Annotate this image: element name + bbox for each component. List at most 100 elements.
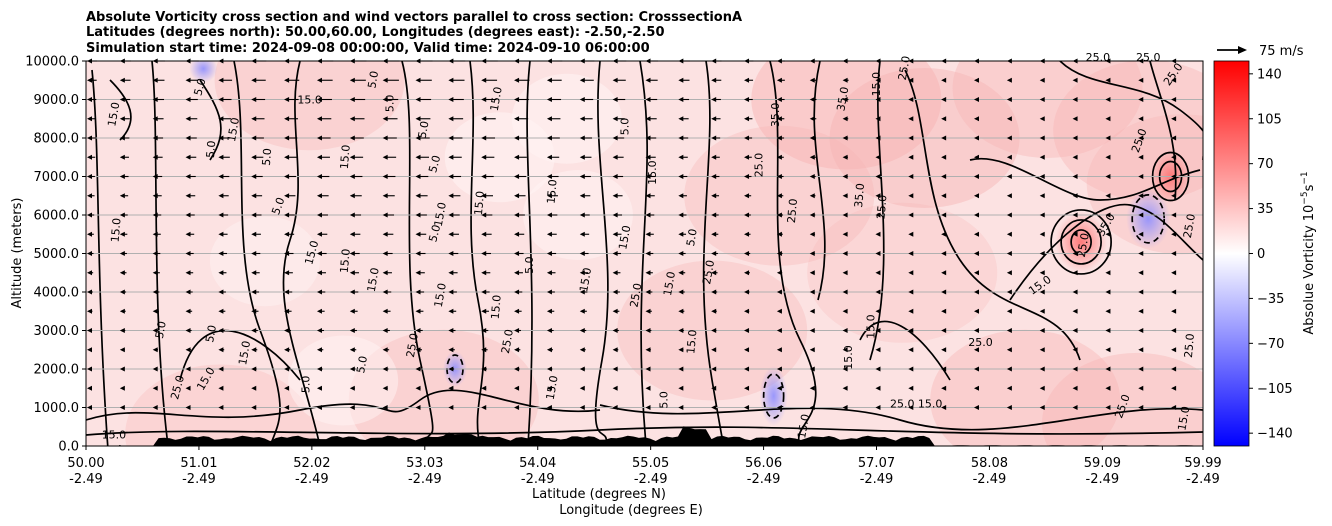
wind-vector-head bbox=[612, 289, 618, 295]
wind-vector-head bbox=[875, 385, 881, 391]
wind-vector bbox=[612, 289, 620, 295]
wind-vector bbox=[678, 193, 687, 199]
wind-vector-head bbox=[645, 231, 651, 237]
wind-vector-head bbox=[349, 77, 355, 83]
wind-vector bbox=[612, 193, 623, 199]
wind-vector bbox=[908, 174, 914, 179]
wind-vector bbox=[974, 97, 980, 102]
wind-vector bbox=[711, 251, 718, 256]
contour-label: 35.0 bbox=[834, 86, 851, 112]
wind-vector bbox=[546, 231, 557, 237]
wind-vector bbox=[1006, 231, 1012, 237]
wind-vector bbox=[579, 366, 586, 372]
wind-vector bbox=[185, 405, 191, 410]
wind-vector-head bbox=[908, 231, 914, 237]
wind-vector bbox=[316, 328, 324, 333]
wind-vector-head bbox=[1138, 251, 1144, 256]
wind-vector bbox=[941, 347, 947, 353]
wind-vector bbox=[546, 97, 562, 102]
wind-vector-head bbox=[251, 231, 257, 237]
contour-line-8 bbox=[639, 61, 648, 446]
wind-vector bbox=[1039, 116, 1045, 122]
contour-label: 15.0 bbox=[795, 413, 812, 439]
wind-vector bbox=[1039, 154, 1045, 160]
wind-vector-head bbox=[448, 251, 454, 256]
wind-vector bbox=[1171, 366, 1177, 372]
wind-vector-head bbox=[645, 347, 651, 353]
wind-vector bbox=[546, 77, 562, 83]
wind-vector-head bbox=[1006, 135, 1012, 141]
wind-vector bbox=[251, 289, 260, 295]
wind-vector bbox=[349, 116, 365, 122]
wind-vector bbox=[678, 308, 685, 314]
wind-vector bbox=[546, 328, 554, 333]
wind-vector bbox=[776, 174, 784, 179]
wind-vector bbox=[612, 116, 625, 122]
wind-vector-head bbox=[809, 193, 815, 199]
wind-vector-head bbox=[251, 405, 257, 410]
wind-vector bbox=[448, 174, 462, 179]
wind-vector bbox=[1105, 154, 1111, 160]
wind-vector-head bbox=[612, 174, 618, 179]
contour-label: 5.0 bbox=[191, 77, 208, 97]
wind-vector-head bbox=[842, 385, 848, 391]
wind-vector-head bbox=[1171, 328, 1177, 333]
wind-vector bbox=[349, 347, 357, 353]
wind-vector-head bbox=[415, 154, 421, 160]
wind-vector-head bbox=[316, 251, 322, 256]
wind-vector-head bbox=[316, 231, 322, 237]
wind-vector-head bbox=[1006, 251, 1012, 256]
wind-vector-head bbox=[711, 231, 717, 237]
wind-vector-head bbox=[1171, 116, 1177, 122]
wind-vector-head bbox=[316, 97, 322, 102]
wind-vector-head bbox=[842, 97, 848, 102]
wind-vector-head bbox=[678, 308, 684, 314]
wind-vector bbox=[349, 77, 366, 83]
wind-vector-head bbox=[218, 154, 224, 160]
wind-vector-head bbox=[1006, 405, 1012, 410]
contour-label: 25.0 bbox=[752, 153, 765, 178]
wind-vector-head bbox=[842, 405, 848, 410]
wind-vector-head bbox=[842, 308, 848, 314]
wind-vector-head bbox=[1105, 385, 1111, 391]
wind-vector-head bbox=[809, 97, 815, 102]
wind-vector-head bbox=[875, 289, 881, 295]
wind-vector-head bbox=[152, 366, 158, 372]
wind-vector bbox=[1072, 174, 1078, 179]
wind-vector-head bbox=[415, 231, 421, 237]
wind-vector bbox=[678, 135, 689, 141]
warm-region-11 bbox=[807, 202, 998, 343]
wind-vector bbox=[86, 154, 96, 160]
wind-vector-head bbox=[86, 270, 92, 276]
wind-vector-head bbox=[316, 154, 322, 160]
contour-label: 5.0 bbox=[383, 95, 396, 113]
wind-vector bbox=[415, 231, 427, 237]
wind-vector bbox=[974, 212, 980, 218]
wind-vector-head bbox=[1039, 289, 1045, 295]
wind-vector bbox=[908, 77, 914, 83]
wind-vector-head bbox=[612, 405, 618, 410]
contour-label: 5.0 bbox=[426, 223, 443, 243]
wind-vector-head bbox=[974, 97, 980, 102]
wind-vector bbox=[974, 251, 980, 256]
wind-vector-head bbox=[349, 97, 355, 102]
wind-vector-head bbox=[218, 77, 224, 83]
wind-vector-head bbox=[152, 289, 158, 295]
wind-vector-head bbox=[1138, 385, 1144, 391]
wind-vector bbox=[514, 366, 520, 372]
wind-vector bbox=[415, 77, 432, 83]
wind-vector-head bbox=[415, 212, 421, 218]
wind-vector bbox=[776, 193, 784, 199]
wind-vector bbox=[415, 97, 432, 102]
wind-vector-head bbox=[974, 270, 980, 276]
warm-region-12 bbox=[125, 364, 316, 446]
wind-vector bbox=[119, 174, 129, 179]
wind-vector-head bbox=[809, 135, 815, 141]
wind-vector-head bbox=[1105, 347, 1111, 353]
wind-vector-head bbox=[481, 270, 487, 276]
wind-vector-head bbox=[119, 231, 125, 237]
wind-vector bbox=[1006, 405, 1012, 410]
wind-vector-head bbox=[382, 231, 388, 237]
wind-vector-head bbox=[481, 405, 487, 410]
wind-vector bbox=[251, 193, 263, 199]
